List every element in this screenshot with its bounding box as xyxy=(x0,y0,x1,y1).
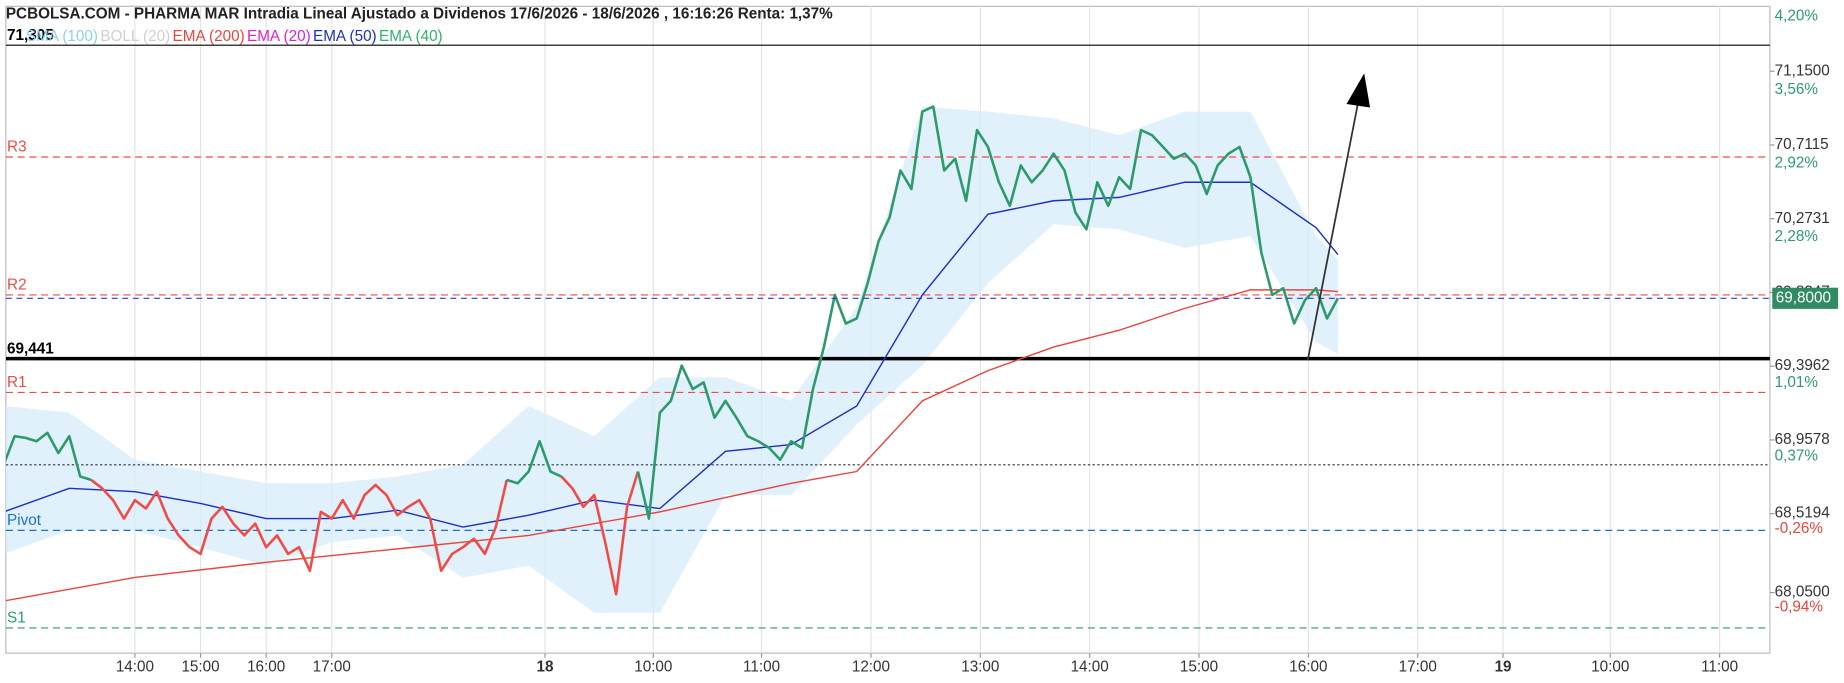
last-price-box xyxy=(1772,287,1839,309)
y-tick-label: 71,1500 xyxy=(1775,62,1830,79)
x-tick-label: 15:00 xyxy=(181,658,219,675)
price-line xyxy=(506,439,562,485)
x-tick-label: 14:00 xyxy=(116,658,154,675)
level-label: 71,305 xyxy=(7,27,54,44)
x-tick-label: 17:00 xyxy=(1399,658,1437,675)
legend-entry: SMA (100) xyxy=(26,28,98,45)
price-line xyxy=(5,431,92,482)
x-tick-label: 12:00 xyxy=(852,658,890,675)
bollinger-band xyxy=(5,106,1338,613)
y2-tick-label: 3,56% xyxy=(1775,81,1819,98)
x-tick-label: 15:00 xyxy=(1180,658,1218,675)
labels: PCBOLSA.COM - PHARMA MAR Intradia Lineal… xyxy=(6,6,1839,675)
y-tick-label: 69,3962 xyxy=(1775,357,1830,374)
arrow-head xyxy=(1346,73,1371,108)
legend-entry: EMA (50) xyxy=(313,28,377,45)
x-tick-label: 16:00 xyxy=(1289,658,1327,675)
x-tick-label: 10:00 xyxy=(634,658,672,675)
x-tick-label: 13:00 xyxy=(961,658,999,675)
y2-tick-label: 2,92% xyxy=(1775,154,1819,171)
legend-entry: EMA (200) xyxy=(173,28,245,45)
y-tick-label: 70,2731 xyxy=(1775,210,1830,227)
level-label: R3 xyxy=(7,139,27,156)
legend-entry: BOLL (20) xyxy=(100,28,170,45)
indicator-line xyxy=(5,181,1339,528)
x-tick-label: 10:00 xyxy=(1591,658,1629,675)
price-line xyxy=(90,478,509,573)
y2-tick-label: 0,37% xyxy=(1775,448,1819,465)
level-label: 69,441 xyxy=(7,340,54,357)
price-line xyxy=(636,105,1340,520)
y-tick-label: 68,0500 xyxy=(1775,584,1830,601)
x-tick-label: 11:00 xyxy=(1701,658,1738,675)
y2-tick-label: -0,94% xyxy=(1775,598,1824,615)
y-tick-label: 68,9578 xyxy=(1775,431,1830,448)
x-tick-label: 17:00 xyxy=(313,658,351,675)
level-label: R2 xyxy=(7,277,27,294)
y2-tick-label: 2,28% xyxy=(1775,228,1819,245)
legend-entry: EMA (40) xyxy=(379,28,443,45)
price-line xyxy=(560,471,640,596)
annotation-arrow xyxy=(1306,73,1371,361)
plot-area xyxy=(5,44,1770,629)
arrow-shaft xyxy=(1306,101,1360,361)
x-tick-label: 16:00 xyxy=(247,658,285,675)
x-tick-label: 19 xyxy=(1495,658,1512,675)
x-tick-label: 11:00 xyxy=(743,658,780,675)
y-tick-label: 68,5194 xyxy=(1775,505,1831,522)
y2-tick-label: -0,26% xyxy=(1775,520,1824,537)
chart-title: PCBOLSA.COM - PHARMA MAR Intradia Lineal… xyxy=(6,6,833,23)
y-tick-label: 70,7115 xyxy=(1775,136,1829,153)
y2-tick-label: 1,01% xyxy=(1775,374,1819,391)
x-tick-label: 18 xyxy=(537,658,554,675)
level-label: Pivot xyxy=(7,512,42,529)
level-label: S1 xyxy=(7,610,26,627)
level-label: R1 xyxy=(7,374,27,391)
legend-entry: EMA (20) xyxy=(247,28,311,45)
x-tick-label: 14:00 xyxy=(1071,658,1109,675)
y2-tick-label: 4,20% xyxy=(1775,7,1819,24)
last-price-label: 69,8000 xyxy=(1776,289,1831,306)
indicator-line xyxy=(5,289,1338,602)
